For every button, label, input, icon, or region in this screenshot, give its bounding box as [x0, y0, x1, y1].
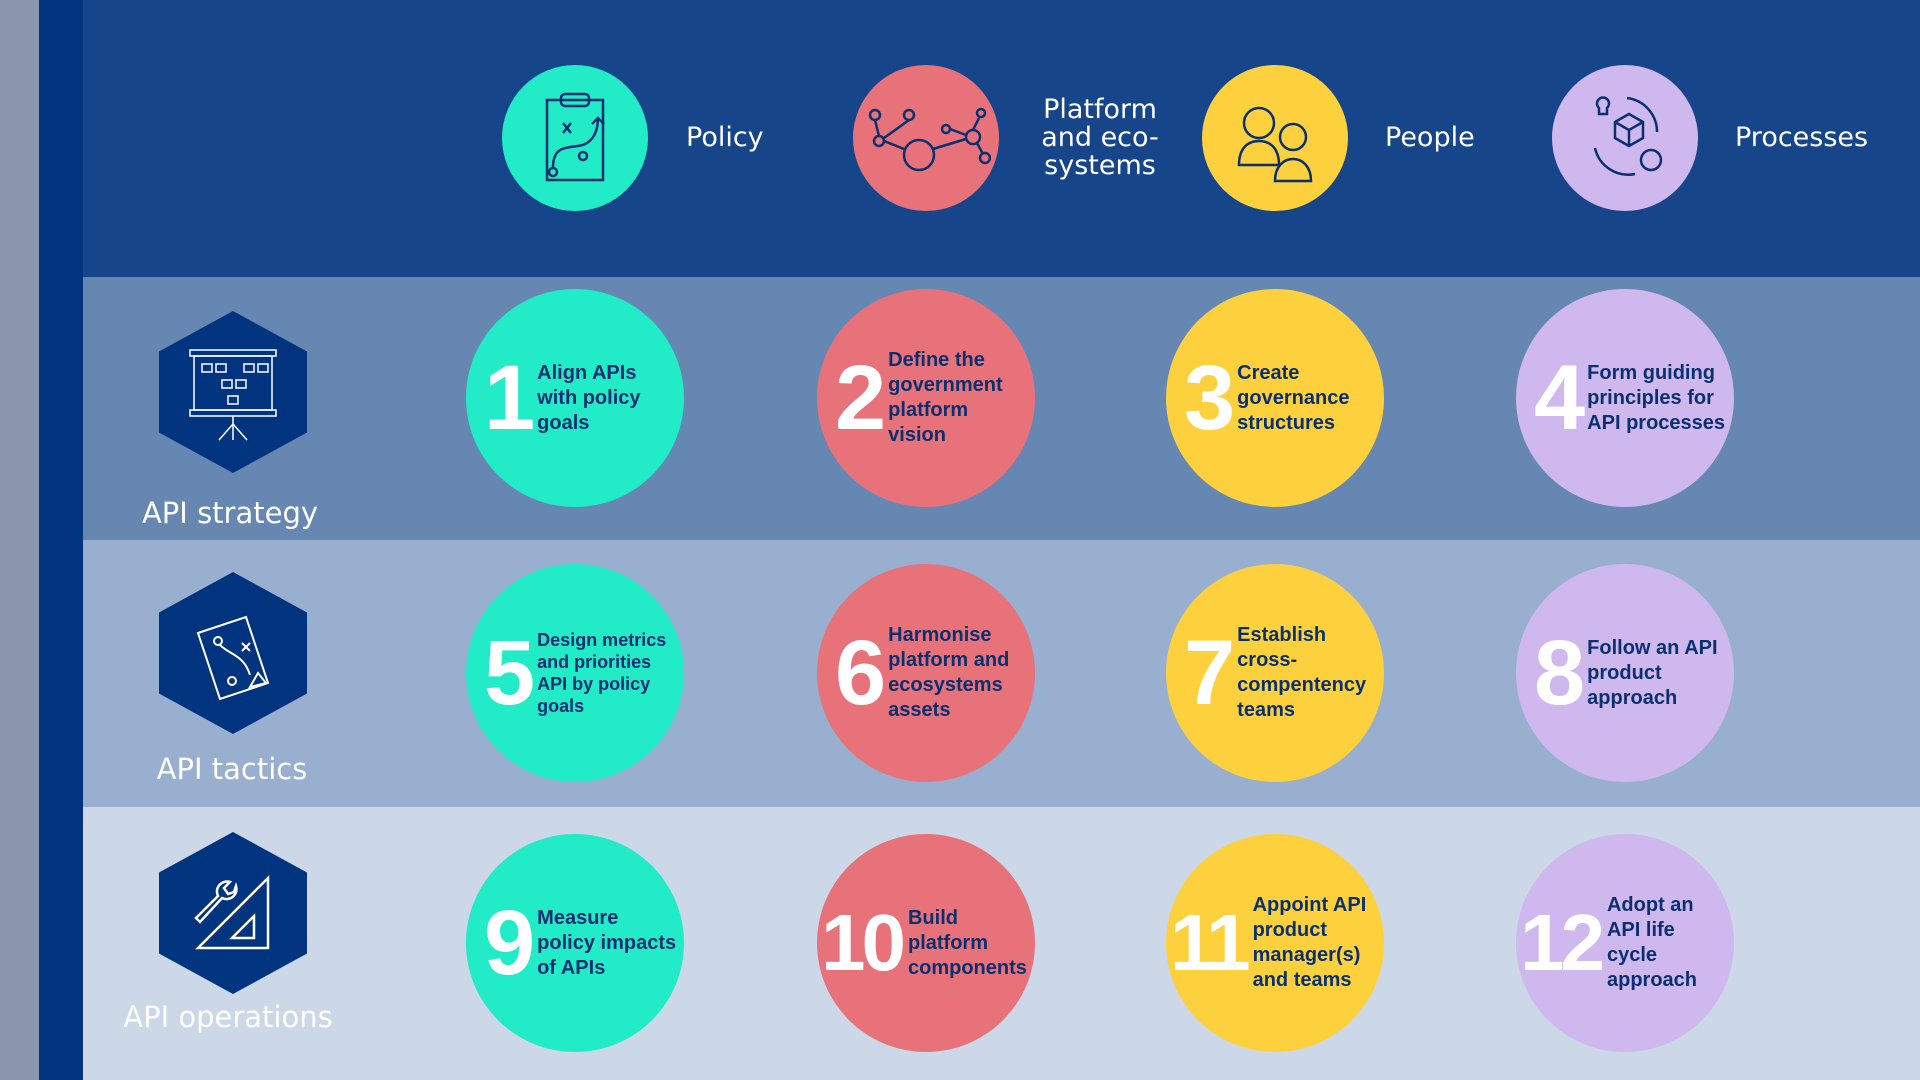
step-number: 10	[821, 898, 906, 987]
step-text: Establish cross-compentency teams	[1237, 624, 1367, 721]
step-circle-10: 10 Build platform components	[817, 834, 1035, 1052]
people-header-label: People	[1385, 122, 1475, 153]
step-circle-6: 6 Harmonise platform and ecosystems asset…	[817, 564, 1035, 782]
step-circle-5: 5 Design metrics and priorities API by po…	[466, 564, 684, 782]
step-number: 12	[1520, 898, 1605, 987]
clipboard-strategy-icon	[545, 92, 605, 182]
wrench-ruler-icon	[194, 874, 270, 950]
step-text: Form guiding principles for API processe…	[1587, 361, 1726, 434]
policy-header-circle	[502, 65, 648, 211]
step-circle-8: 8 Follow an API product approach	[1516, 564, 1734, 782]
step-text: Design metrics and priorities API by pol…	[537, 630, 667, 716]
step-text: Define the government platform vision	[888, 349, 1003, 446]
step-text: Build platform components	[907, 906, 1027, 979]
step-circle-2: 2 Define the government platform vision	[817, 289, 1035, 507]
people-icon	[1237, 106, 1313, 183]
presentation-board-icon	[189, 349, 277, 441]
step-number: 1	[484, 347, 535, 449]
platform-label-line: Platform	[1043, 94, 1157, 125]
platform-header-label: Platform and eco-systems	[1040, 96, 1160, 180]
platform-label-line: and eco-	[1041, 122, 1159, 153]
step-circle-11: 11 Appoint API product manager(s) and tea…	[1166, 834, 1384, 1052]
step-text: Create governance structures	[1237, 361, 1350, 434]
network-nodes-icon	[868, 107, 991, 172]
api-tactics-label: API tactics	[156, 752, 308, 786]
step-text: Align APIs with policy goals	[537, 361, 641, 434]
step-text: Harmonise platform and ecosystems assets	[888, 624, 1010, 721]
platform-header-circle	[853, 65, 999, 211]
processes-header-label: Processes	[1735, 122, 1869, 153]
step-number: 8	[1534, 622, 1585, 724]
step-circle-12: 12 Adopt an API life cycle approach	[1516, 834, 1734, 1052]
left-gray-strip	[0, 0, 39, 1080]
step-circle-9: 9 Measure policy impacts of APIs	[466, 834, 684, 1052]
step-text: Adopt an API life cycle approach	[1606, 894, 1698, 991]
people-header-circle	[1202, 65, 1348, 211]
left-navy-strip	[39, 0, 83, 1080]
step-circle-1: 1 Align APIs with policy goals	[466, 289, 684, 507]
policy-header-label: Policy	[686, 122, 764, 153]
processes-header-circle	[1552, 65, 1698, 211]
step-circle-7: 7 Establish cross-compentency teams	[1166, 564, 1384, 782]
step-number: 3	[1184, 347, 1235, 449]
step-circle-4: 4 Form guiding principles for API process…	[1516, 289, 1734, 507]
step-number: 4	[1534, 347, 1585, 449]
step-number: 9	[484, 892, 535, 994]
api-strategy-label: API strategy	[141, 496, 319, 530]
api-operations-label: API operations	[123, 1000, 333, 1034]
step-number: 6	[835, 622, 886, 724]
platform-label-line: systems	[1044, 150, 1156, 181]
tactics-map-icon	[196, 615, 270, 701]
step-number: 11	[1170, 898, 1251, 987]
step-text: Measure policy impacts of APIs	[537, 906, 677, 979]
step-circle-3: 3 Create governance structures	[1166, 289, 1384, 507]
step-number: 5	[484, 622, 535, 724]
step-number: 7	[1184, 622, 1235, 724]
step-text: Follow an API product approach	[1587, 636, 1718, 709]
process-cycle-icon	[1593, 96, 1663, 176]
step-text: Appoint API product manager(s) and teams	[1252, 894, 1367, 991]
step-number: 2	[835, 347, 886, 449]
